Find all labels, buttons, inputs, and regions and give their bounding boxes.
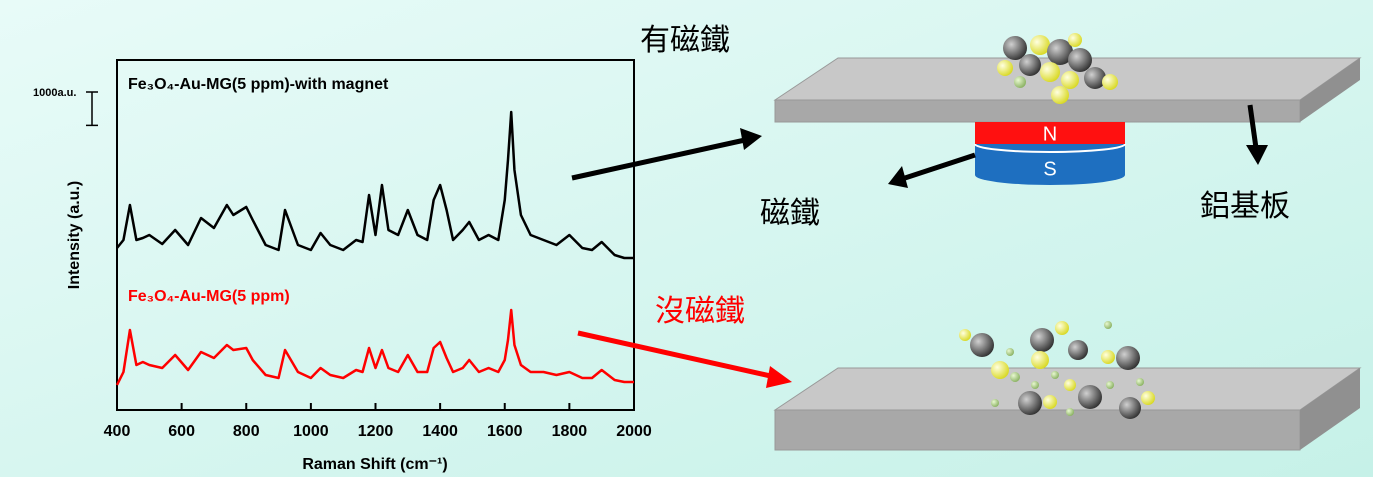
- x-tick-label: 600: [168, 423, 195, 440]
- label-with-magnet: 有磁鐵: [640, 23, 730, 58]
- label-substrate: 鋁基板: [1200, 189, 1290, 224]
- magnet-n: N: [1043, 123, 1057, 145]
- legend-label: Fe₃O₄-Au-MG(5 ppm)-with magnet: [128, 76, 389, 93]
- legend-label: Fe₃O₄-Au-MG(5 ppm): [128, 288, 290, 305]
- figure: Intensity (a.u.) Raman Shift (cm⁻¹) Fe₃O…: [0, 0, 1373, 477]
- x-tick-label: 1600: [487, 423, 523, 440]
- x-tick-label: 1800: [552, 423, 588, 440]
- plate-front: [775, 100, 1300, 122]
- label-magnet: 磁鐵: [760, 196, 820, 231]
- y-axis-label: Intensity (a.u.): [66, 181, 83, 289]
- x-tick-label: 2000: [616, 423, 652, 440]
- x-tick-label: 1200: [358, 423, 394, 440]
- x-tick-label: 1000: [293, 423, 329, 440]
- plate-front: [775, 410, 1300, 450]
- magnet-s: S: [1043, 158, 1056, 180]
- x-tick-label: 800: [233, 423, 260, 440]
- x-axis-label: Raman Shift (cm⁻¹): [302, 456, 447, 473]
- scale-bar-label: 1000a.u.: [33, 87, 76, 99]
- x-tick-label: 1400: [422, 423, 458, 440]
- x-tick-label: 400: [104, 423, 131, 440]
- label-without-magnet: 沒磁鐵: [655, 294, 745, 329]
